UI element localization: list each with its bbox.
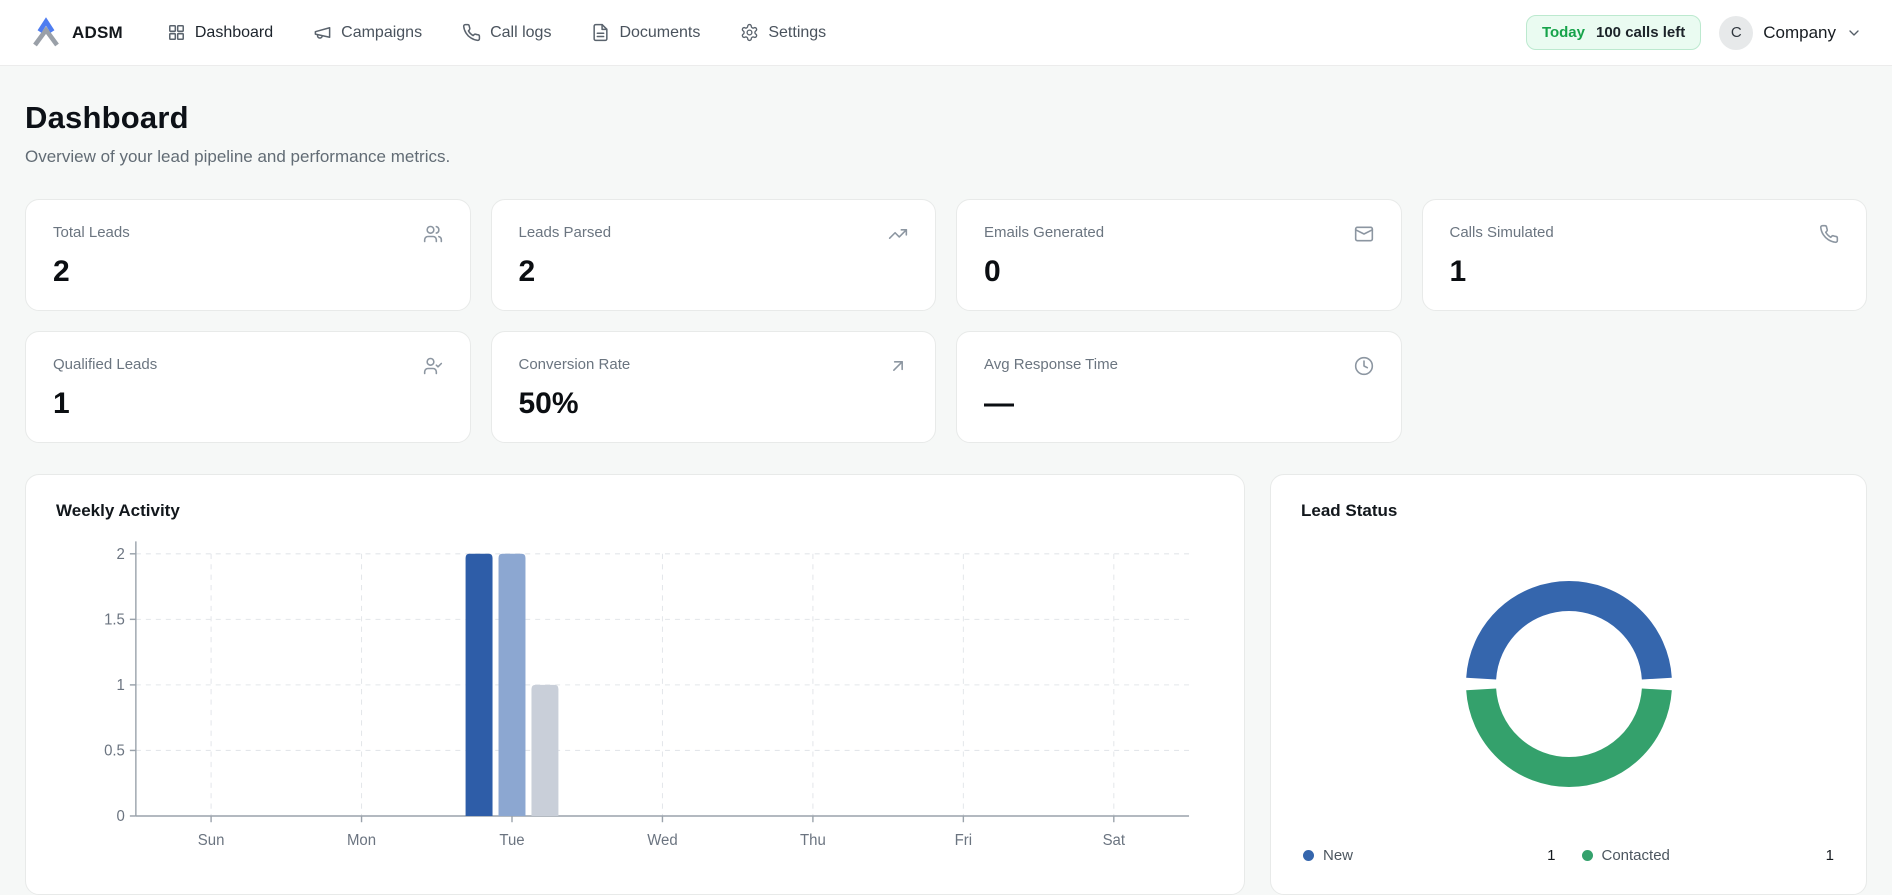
svg-text:0: 0 [117,808,125,825]
stat-label: Avg Response Time [984,356,1118,373]
account-menu[interactable]: C Company [1719,15,1862,50]
megaphone-icon [314,26,331,39]
topbar-right: Today 100 calls left C Company [1525,15,1862,50]
stat-card-conversion-rate: Conversion Rate 50% [490,331,936,443]
stat-label: Total Leads [53,224,130,241]
svg-text:2: 2 [117,546,125,563]
nav-label: Campaigns [341,23,423,41]
stat-card-qualified-leads: Qualified Leads 1 [25,331,471,443]
stat-value: 2 [53,255,70,288]
top-navigation-bar: ADSM Dashboard Campaigns Call logs [0,0,1892,66]
brand-name: ADSM [72,22,123,42]
gear-icon [742,23,758,42]
svg-text:Sat: Sat [1103,832,1126,849]
stat-label: Conversion Rate [518,356,631,373]
page-title: Dashboard [25,100,189,135]
svg-text:1: 1 [117,677,125,694]
stat-card-leads-parsed: Leads Parsed 2 [490,199,936,311]
clock-icon [1354,356,1373,376]
nav-item-call-logs[interactable]: Call logs [462,23,551,42]
stat-value: 50% [518,387,579,420]
nav-label: Documents [619,23,701,41]
charts-row: Weekly Activity 0 0.5 1 1.5 2 Sun Mon Tue Wed Thu… [25,474,1867,895]
stat-label: Emails Generated [984,224,1105,241]
svg-text:Mon: Mon [347,832,376,849]
brand-logo-link[interactable]: ADSM [30,16,123,49]
stat-label: Leads Parsed [518,224,612,241]
phone-icon [1819,224,1839,244]
legend-label: New [1323,847,1354,864]
legend-dot-new [1303,850,1314,861]
legend-dot-contacted [1581,850,1593,861]
stats-grid: Total Leads 2 Leads Parsed 2 Emails Gene… [25,199,1867,443]
avatar: C [1719,15,1754,50]
nav-label: Call logs [490,23,552,41]
weekly-activity-bar-chart: 0 0.5 1 1.5 2 Sun Mon Tue Wed Thu Fri Sat [56,533,1214,868]
legend-label: Contacted [1601,847,1670,864]
phone-icon [463,23,481,42]
legend-value: 1 [1547,847,1556,864]
badge-text: 100 calls left [1596,24,1686,41]
page-subtitle: Overview of your lead pipeline and perfo… [25,147,451,166]
trending-up-icon [888,229,908,239]
stat-value: 2 [518,255,536,288]
svg-text:Tue: Tue [499,832,524,849]
account-name: Company [1763,22,1836,42]
lead-status-title: Lead Status [1301,501,1398,520]
stat-value: 1 [1449,255,1467,288]
nav-item-campaigns[interactable]: Campaigns [313,23,422,42]
nav-label: Settings [768,23,827,41]
main-nav: Dashboard Campaigns Call logs Documents [167,23,1482,42]
arrow-up-right-icon [893,361,903,371]
svg-text:Sun: Sun [198,832,225,849]
svg-text:1.5: 1.5 [104,611,125,628]
svg-text:0.5: 0.5 [104,742,125,759]
stat-card-calls-simulated: Calls Simulated 1 [1421,199,1867,311]
lead-status-legend: New 1 Contacted 1 [1301,847,1836,868]
nav-label: Dashboard [194,23,274,41]
users-icon [423,225,442,243]
stat-label: Calls Simulated [1449,224,1554,241]
legend-item-new: New 1 [1303,847,1556,864]
stat-value: 0 [984,255,1001,288]
lead-status-donut-chart [1301,521,1836,847]
svg-text:Thu: Thu [800,832,826,849]
stat-value: 1 [53,387,70,420]
stat-card-avg-response-time: Avg Response Time — [956,331,1402,443]
weekly-activity-title: Weekly Activity [56,501,180,520]
stat-label: Qualified Leads [53,356,158,373]
adsm-logo-icon [33,16,59,46]
badge-prefix: Today [1541,24,1585,41]
user-check-icon [423,357,442,375]
document-icon [593,23,609,42]
nav-item-settings[interactable]: Settings [740,23,826,42]
nav-item-dashboard[interactable]: Dashboard [167,23,273,42]
stat-card-total-leads: Total Leads 2 [25,199,471,311]
stat-card-emails-generated: Emails Generated 0 [956,199,1402,311]
svg-text:Fri: Fri [955,832,972,849]
dashboard-grid-icon [168,25,184,40]
nav-item-documents[interactable]: Documents [591,23,700,42]
mail-icon [1354,226,1373,242]
chevron-down-icon [1849,29,1859,36]
stat-value: — [984,387,1014,420]
legend-item-contacted: Contacted 1 [1581,847,1834,864]
legend-value: 1 [1825,847,1834,864]
lead-status-panel: Lead Status New 1 Contacted 1 [1270,474,1867,895]
dashboard-page: Dashboard Overview of your lead pipeline… [0,100,1892,895]
calls-left-badge: Today 100 calls left [1525,15,1702,50]
svg-text:Wed: Wed [647,832,678,849]
weekly-activity-panel: Weekly Activity 0 0.5 1 1.5 2 Sun Mon Tue Wed Thu… [25,474,1245,895]
